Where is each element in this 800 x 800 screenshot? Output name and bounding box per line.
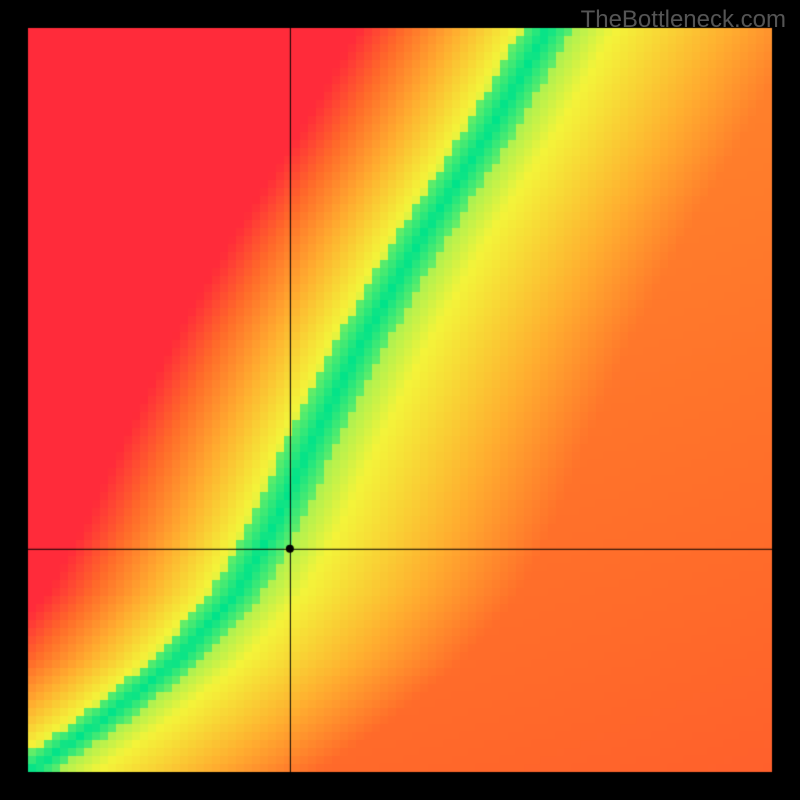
watermark-text: TheBottleneck.com bbox=[581, 6, 786, 34]
chart-container: TheBottleneck.com bbox=[0, 0, 800, 800]
bottleneck-heatmap bbox=[0, 0, 800, 800]
